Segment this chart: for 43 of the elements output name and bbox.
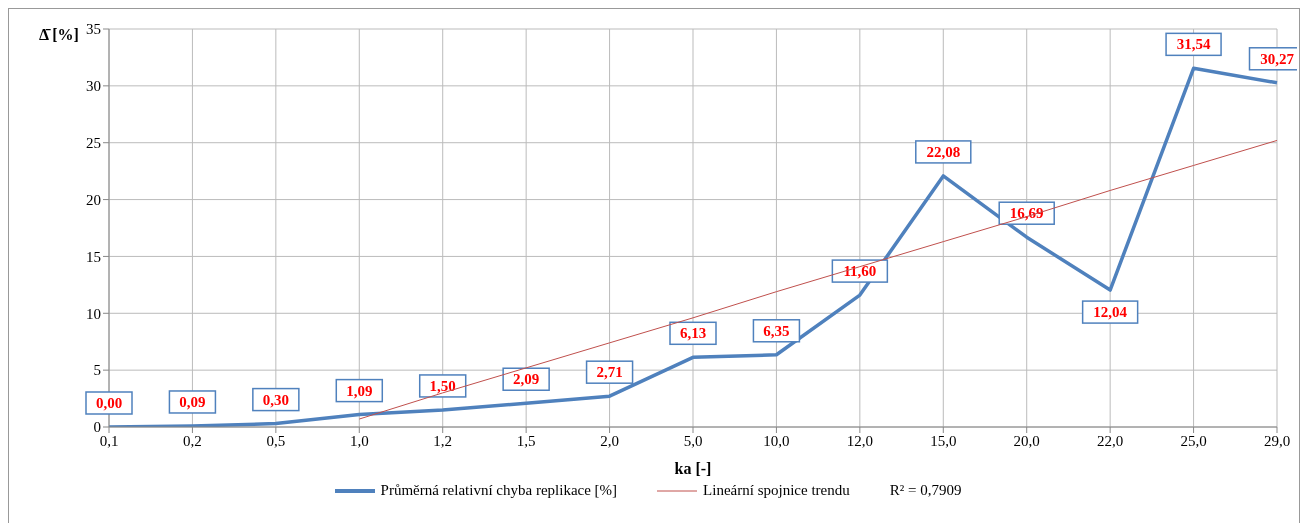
- x-tick-label: 29,0: [1263, 432, 1291, 449]
- data-label: 16,69: [1009, 205, 1044, 222]
- text: R² = 0,7909: [889, 482, 962, 499]
- data-label: 30,27: [1260, 50, 1295, 67]
- data-label: 11,60: [843, 263, 877, 280]
- data-label: 1,50: [429, 377, 456, 394]
- legend-label: Průměrná relativní chyba replikace [%]: [379, 482, 618, 499]
- data-label: 22,08: [926, 143, 961, 160]
- x-axis-title: ka [-]: [674, 460, 712, 477]
- x-tick-label: 20,0: [1013, 432, 1040, 449]
- y-tick-label: 25: [86, 135, 101, 152]
- y-tick-label: 5: [93, 362, 101, 379]
- x-tick-label: 0,1: [99, 432, 119, 449]
- y-tick-label: 35: [86, 21, 101, 38]
- x-tick-label: 5,0: [683, 432, 703, 449]
- x-tick-label: 2,0: [600, 432, 619, 449]
- x-tick-label: 12,0: [846, 432, 873, 449]
- x-tick-label: 1,0: [349, 432, 369, 449]
- data-label: 0,00: [95, 395, 123, 411]
- legend-label: Lineární spojnice trendu: [702, 482, 850, 499]
- data-label: 6,35: [763, 322, 790, 339]
- x-tick-label: 1,2: [433, 432, 453, 449]
- y-tick-label: 20: [86, 191, 101, 208]
- data-label: 2,71: [596, 364, 623, 381]
- y-tick-label: 0: [93, 419, 101, 436]
- data-label: 12,04: [1093, 304, 1128, 321]
- x-tick-label: 22,0: [1097, 432, 1124, 449]
- y-axis-title: Δ̄ [%]: [39, 26, 79, 44]
- data-label: 6,13: [679, 325, 707, 342]
- x-tick-label: 0,2: [183, 432, 202, 449]
- x-tick-label: 25,0: [1180, 432, 1207, 449]
- y-tick-label: 30: [86, 78, 101, 95]
- x-tick-label: 1,5: [516, 432, 536, 449]
- data-label: 2,09: [513, 371, 540, 388]
- y-tick-label: 10: [86, 305, 101, 322]
- data-label: 1,09: [346, 382, 373, 399]
- x-tick-label: 15,0: [930, 432, 957, 449]
- data-label: 31,54: [1176, 36, 1211, 53]
- data-label: 0,09: [179, 393, 206, 410]
- x-tick-label: 0,5: [266, 432, 286, 449]
- y-tick-label: 15: [86, 248, 101, 265]
- data-label: 0,30: [262, 391, 289, 408]
- x-tick-label: 10,0: [763, 432, 790, 449]
